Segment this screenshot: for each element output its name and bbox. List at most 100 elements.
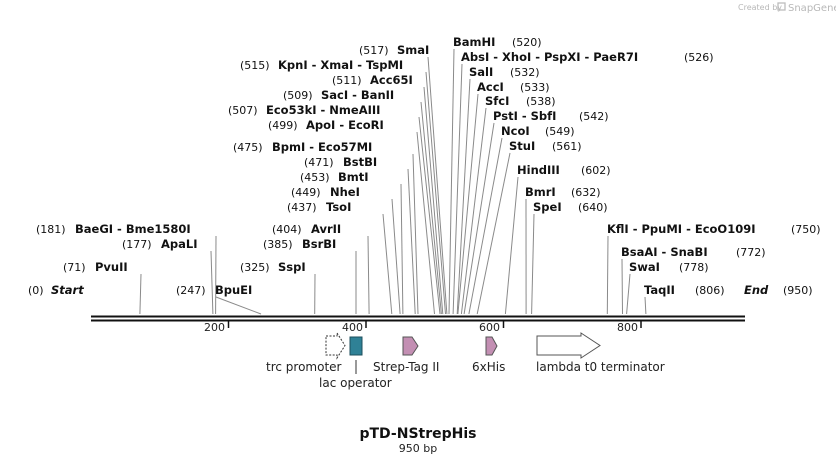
feature-label: lac operator — [319, 376, 392, 390]
site-label: ApaLI — [161, 237, 198, 251]
strep-tag-arrow-icon — [402, 336, 419, 356]
site-position: (538) — [526, 95, 556, 108]
site-label: SpeI — [533, 200, 562, 214]
site-leader-line — [427, 56, 448, 315]
site-leader-line — [457, 93, 479, 315]
plasmid-length: 950 bp — [399, 442, 437, 455]
site-position: (561) — [552, 140, 582, 153]
feature-strep-tag: Strep-Tag II — [373, 336, 439, 374]
site-position: (475) — [233, 141, 263, 154]
feature-6xhis: 6xHis — [472, 336, 505, 374]
site-label: NheI — [330, 185, 360, 199]
site-leader-line — [423, 86, 444, 315]
end-label: End — [744, 283, 769, 297]
site-position: (511) — [332, 74, 362, 87]
site-leader-line — [367, 235, 370, 315]
site-leader-line — [210, 250, 214, 315]
feature-lambda-terminator: lambda t0 terminator — [536, 332, 665, 374]
site-leader-line — [476, 152, 511, 315]
site-leaders — [139, 48, 647, 315]
site-label: SwaI — [629, 260, 660, 274]
site-position: (247) — [176, 284, 206, 297]
lac-operator-box-icon — [349, 336, 363, 356]
feature-lac-operator: lac operator — [319, 336, 392, 390]
site-leader-line — [468, 137, 503, 315]
site-leader-line — [621, 258, 623, 315]
site-position: (509) — [283, 89, 313, 102]
site-position: (325) — [240, 261, 270, 274]
site-position: (549) — [545, 125, 575, 138]
site-leader-line — [400, 183, 404, 315]
ruler-tick-label: 400 — [342, 321, 363, 334]
lambda-terminator-arrow-icon — [536, 332, 601, 359]
site-label: SalI — [469, 65, 493, 79]
site-label: BmrI — [525, 185, 556, 199]
site-leader-line — [504, 176, 519, 315]
site-leader-line — [418, 116, 441, 315]
site-leader-line — [139, 273, 142, 315]
site-leader-line — [420, 101, 442, 315]
site-label: PvuII — [95, 260, 128, 274]
site-leader-line — [391, 198, 401, 315]
site-position: (640) — [578, 201, 608, 214]
snapgene-logo-icon — [777, 2, 786, 11]
site-leader-line — [448, 48, 455, 315]
site-leader-line — [452, 63, 463, 315]
site-label: Eco53kI - NmeAIII — [266, 103, 380, 117]
site-label: PstI - SbfI — [493, 109, 556, 123]
site-label: SfcI — [485, 94, 509, 108]
site-leader-line — [644, 296, 647, 315]
site-leader-line — [382, 213, 393, 315]
site-position: (181) — [36, 223, 66, 236]
site-position: (602) — [581, 164, 611, 177]
site-label: BmtI — [338, 170, 369, 184]
start-position: (0) — [28, 284, 44, 297]
site-position: (515) — [240, 59, 270, 72]
ruler-tick-label: 200 — [204, 321, 225, 334]
ruler: 200 400 600 800 — [204, 321, 642, 334]
site-leader-line — [407, 168, 416, 315]
restriction-sites: (71) PvuII (177) ApaLI (181) BaeGI - Bme… — [36, 35, 821, 297]
site-label: SmaI — [397, 43, 429, 57]
site-position: (471) — [304, 156, 334, 169]
ruler-tick-label: 600 — [479, 321, 500, 334]
credit-text: Created by — [738, 3, 782, 12]
site-leader-line — [215, 296, 262, 315]
site-position: (71) — [63, 261, 86, 274]
site-leader-line — [463, 122, 495, 315]
site-label: TaqII — [644, 283, 675, 297]
feature-label: trc promoter — [266, 360, 342, 374]
site-label: Acc65I — [370, 73, 413, 87]
site-position: (526) — [684, 51, 714, 64]
site-position: (750) — [791, 223, 821, 236]
site-label: AvrII — [311, 222, 341, 236]
feature-label: 6xHis — [472, 360, 505, 374]
site-position: (632) — [571, 186, 601, 199]
site-label: KpnI - XmaI - TspMI — [278, 58, 403, 72]
end-position: (950) — [783, 284, 813, 297]
site-leader-line — [416, 131, 435, 315]
site-position: (532) — [510, 66, 540, 79]
site-label: NcoI — [501, 124, 530, 138]
site-label: AccI — [477, 80, 504, 94]
feature-label: lambda t0 terminator — [536, 360, 665, 374]
site-label: HindIII — [517, 163, 560, 177]
site-leader-line — [460, 107, 487, 315]
site-position: (507) — [228, 104, 258, 117]
feature-trc-promoter: trc promoter — [266, 331, 346, 374]
site-label: BpmI - Eco57MI — [272, 140, 372, 154]
feature-label: Strep-Tag II — [373, 360, 439, 374]
start-label: Start — [51, 283, 84, 297]
site-position: (437) — [287, 201, 317, 214]
site-label: BsaAI - SnaBI — [621, 245, 708, 259]
site-position: (778) — [679, 261, 709, 274]
site-label: BpuEI — [215, 283, 252, 297]
site-position: (499) — [268, 119, 298, 132]
site-position: (517) — [359, 44, 389, 57]
site-leader-line — [531, 213, 535, 315]
site-label: TsoI — [326, 200, 351, 214]
site-position: (520) — [512, 36, 542, 49]
site-leader-line — [425, 71, 446, 315]
site-position: (449) — [291, 186, 321, 199]
